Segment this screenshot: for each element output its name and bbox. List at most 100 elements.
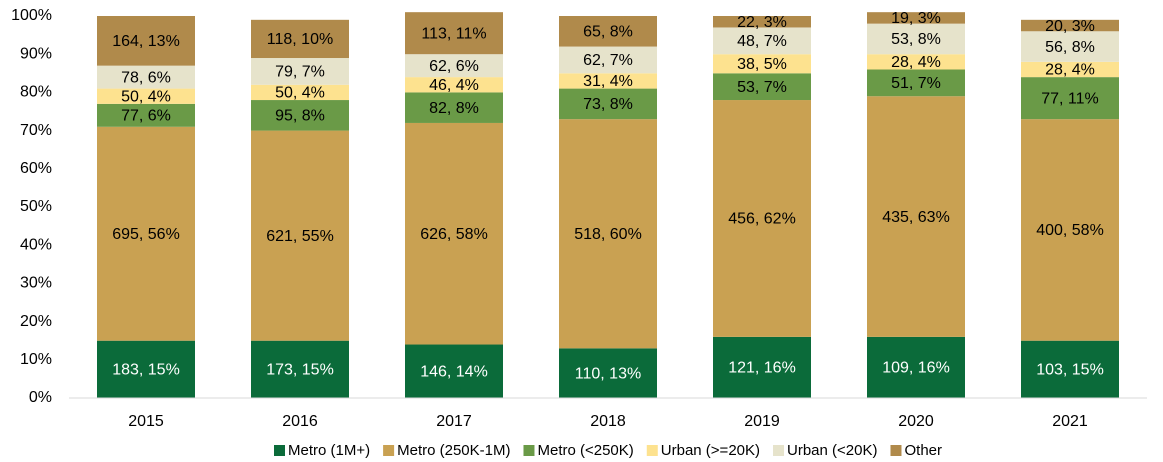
data-label: 53, 7%	[737, 79, 787, 96]
data-label: 20, 3%	[1045, 18, 1095, 35]
legend-label: Urban (>=20K)	[661, 442, 760, 459]
y-tick-label: 0%	[29, 389, 52, 406]
y-tick-label: 100%	[11, 7, 52, 24]
y-tick-label: 60%	[20, 160, 52, 177]
x-tick-label: 2021	[1052, 413, 1088, 430]
data-label: 73, 8%	[583, 96, 633, 113]
bar-segment	[97, 126, 195, 341]
legend-label: Metro (<250K)	[537, 442, 633, 459]
data-label: 456, 62%	[728, 211, 796, 228]
legend-label: Other	[904, 442, 942, 459]
bar-segment	[405, 12, 503, 55]
data-label: 518, 60%	[574, 226, 642, 243]
y-tick-label: 80%	[20, 84, 52, 101]
y-tick-label: 90%	[20, 45, 52, 62]
bar-segment	[867, 12, 965, 24]
bar-segment	[405, 122, 503, 345]
data-label: 65, 8%	[583, 23, 633, 40]
data-label: 77, 11%	[1041, 90, 1099, 107]
data-label: 51, 7%	[891, 75, 941, 92]
data-label: 164, 13%	[112, 33, 180, 50]
legend-swatch	[646, 445, 658, 456]
y-tick-label: 70%	[20, 122, 52, 139]
legend-swatch	[383, 445, 395, 456]
bar-segment	[559, 88, 657, 120]
bar-segment	[251, 340, 349, 398]
data-label: 110, 13%	[575, 365, 641, 382]
legend-label: Metro (1M+)	[288, 442, 370, 459]
data-label: 78, 6%	[121, 69, 171, 86]
bar-segment	[97, 65, 195, 89]
bar-segment	[559, 73, 657, 89]
data-label: 95, 8%	[275, 108, 325, 125]
bar-segment	[405, 54, 503, 78]
x-tick-label: 2020	[898, 413, 934, 430]
data-label: 56, 8%	[1045, 39, 1095, 56]
data-label: 38, 5%	[737, 56, 787, 73]
bar-segment	[251, 58, 349, 85]
bar-segment	[559, 16, 657, 47]
data-label: 695, 56%	[112, 226, 180, 243]
bar-segment	[559, 46, 657, 74]
data-label: 626, 58%	[420, 226, 488, 243]
data-label: 22, 3%	[737, 14, 787, 31]
y-tick-label: 50%	[20, 198, 52, 215]
data-label: 113, 11%	[421, 25, 486, 42]
bar-segment	[713, 16, 811, 28]
bar-segment	[1021, 340, 1119, 398]
legend-swatch	[890, 445, 902, 456]
bar-segment	[97, 16, 195, 66]
legend-label: Urban (<20K)	[787, 442, 877, 459]
data-label: 77, 6%	[121, 108, 171, 125]
data-label: 435, 63%	[882, 209, 950, 226]
bar-segment	[251, 130, 349, 341]
data-label: 82, 8%	[429, 100, 479, 117]
data-label: 103, 15%	[1036, 362, 1104, 379]
bar-segment	[251, 19, 349, 59]
data-label: 400, 58%	[1036, 222, 1104, 239]
y-tick-label: 30%	[20, 275, 52, 292]
bar-segment	[559, 348, 657, 398]
bar-segment	[1021, 31, 1119, 62]
legend-swatch	[773, 445, 785, 456]
data-label: 48, 7%	[737, 33, 787, 50]
data-label: 183, 15%	[112, 362, 180, 379]
bar-segment	[713, 54, 811, 74]
data-label: 62, 6%	[429, 58, 479, 75]
bar-segment	[1021, 19, 1119, 32]
legend: Metro (1M+) Metro (250K-1M) Metro (<250K) U…	[274, 442, 942, 459]
bar-segment	[559, 119, 657, 349]
bar-segment	[1021, 119, 1119, 341]
bar-segment	[867, 23, 965, 55]
data-label: 50, 4%	[275, 85, 325, 102]
legend-label: Metro (250K-1M)	[397, 442, 510, 459]
bar-segment	[1021, 77, 1119, 120]
bar-segment	[97, 88, 195, 104]
bar-segment	[405, 344, 503, 398]
legend-swatch	[274, 445, 285, 456]
x-tick-label: 2018	[590, 413, 626, 430]
data-label: 121, 16%	[728, 360, 796, 377]
y-tick-label: 20%	[20, 313, 52, 330]
legend-swatch	[523, 445, 535, 456]
data-label: 53, 8%	[891, 31, 941, 48]
data-label: 28, 4%	[891, 54, 941, 71]
y-tick-label: 10%	[20, 351, 52, 368]
data-label: 28, 4%	[1045, 62, 1095, 79]
data-label: 146, 14%	[420, 363, 488, 380]
bar-segment	[1021, 61, 1119, 78]
data-label: 173, 15%	[266, 362, 334, 379]
bar-segment	[97, 340, 195, 398]
bar-segment	[405, 92, 503, 123]
data-label: 46, 4%	[429, 77, 479, 94]
bar-segment	[867, 54, 965, 70]
x-tick-label: 2015	[128, 413, 164, 430]
data-label: 79, 7%	[275, 64, 325, 81]
bar-segment	[97, 103, 195, 127]
data-label: 50, 4%	[121, 88, 171, 105]
data-label: 31, 4%	[583, 73, 633, 90]
x-tick-label: 2017	[436, 413, 472, 430]
bar-segment	[713, 336, 811, 398]
data-label: 19, 3%	[891, 10, 941, 27]
